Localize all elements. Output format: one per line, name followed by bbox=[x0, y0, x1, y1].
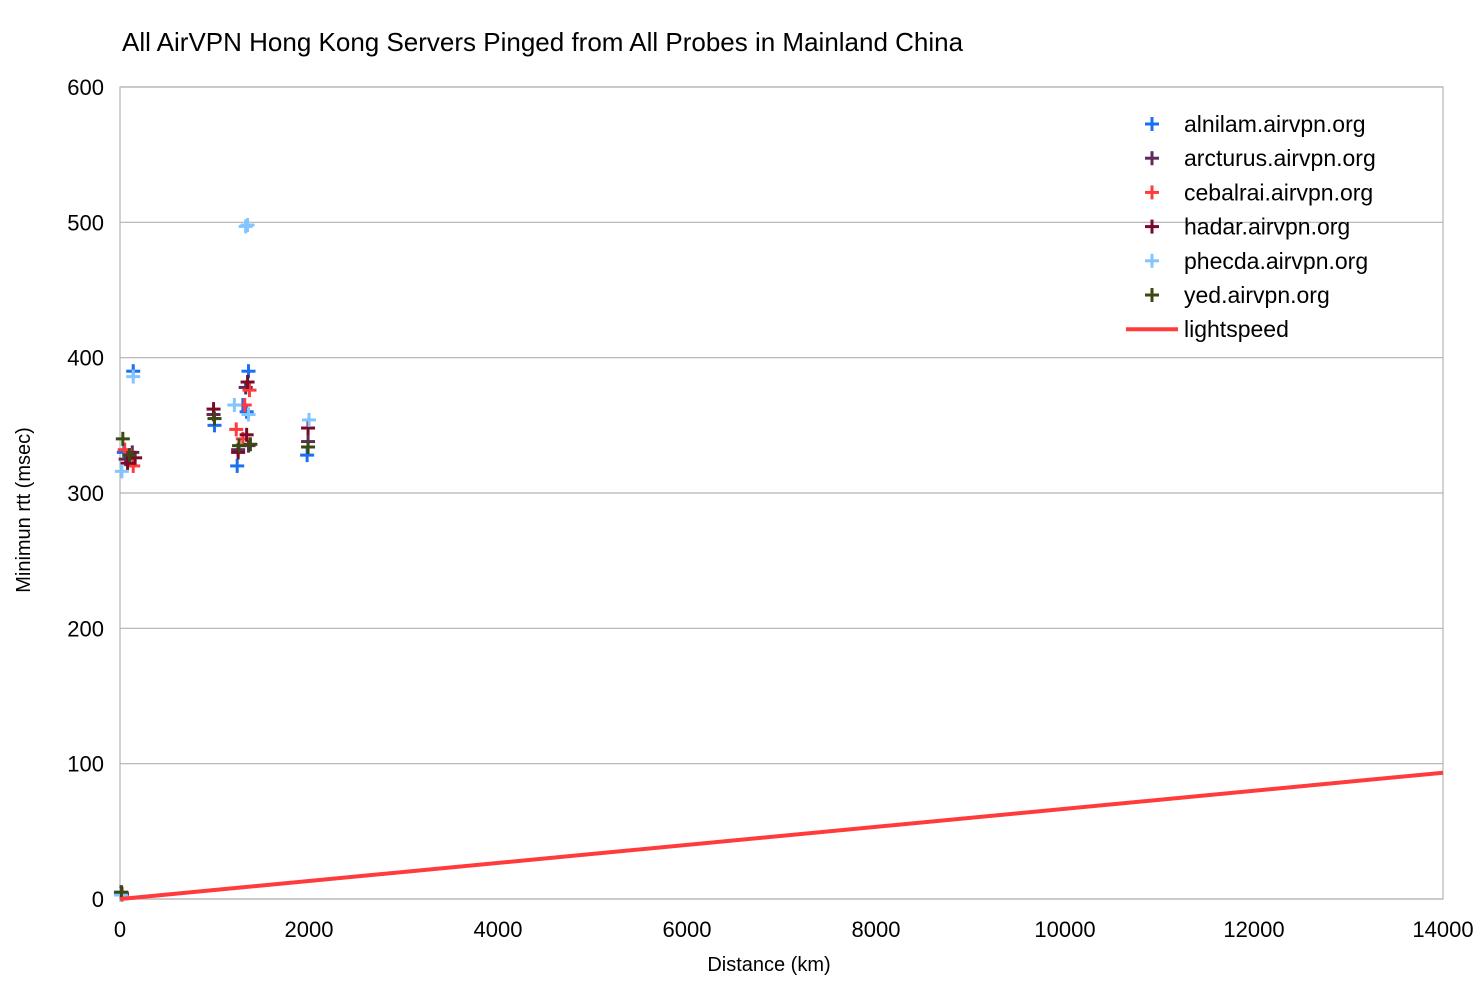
y-tick-label: 0 bbox=[92, 887, 104, 912]
data-point bbox=[241, 407, 256, 422]
data-point bbox=[126, 369, 141, 384]
plot-area bbox=[119, 86, 1444, 900]
y-tick-label: 500 bbox=[67, 210, 104, 235]
data-point bbox=[115, 431, 130, 446]
y-axis-label: Minimun rtt (msec) bbox=[13, 427, 35, 593]
series-1 bbox=[113, 380, 316, 901]
data-point bbox=[207, 411, 222, 426]
data-point bbox=[242, 383, 257, 398]
data-point bbox=[114, 464, 129, 479]
data-point bbox=[301, 439, 316, 454]
x-tick-label: 6000 bbox=[663, 917, 712, 942]
legend-marker bbox=[1145, 185, 1159, 200]
x-tick-label: 2000 bbox=[285, 917, 334, 942]
legend-label: alnilam.airvpn.org bbox=[1184, 111, 1366, 137]
legend-marker bbox=[1145, 253, 1159, 268]
chart-title: All AirVPN Hong Kong Servers Pinged from… bbox=[122, 27, 964, 57]
data-point bbox=[122, 448, 137, 463]
lightspeed-line bbox=[119, 770, 1444, 901]
x-tick-label: 4000 bbox=[474, 917, 523, 942]
y-tick-label: 200 bbox=[67, 616, 104, 641]
series-3 bbox=[114, 375, 316, 901]
legend-marker bbox=[1145, 219, 1159, 234]
x-axis-label: Distance (km) bbox=[707, 954, 830, 976]
data-point bbox=[229, 422, 244, 437]
x-tick-label: 14000 bbox=[1412, 917, 1473, 942]
data-point bbox=[239, 404, 254, 419]
legend-marker bbox=[1145, 288, 1159, 302]
y-tick-label: 100 bbox=[67, 752, 104, 777]
legend-label: lightspeed bbox=[1184, 316, 1289, 342]
data-point bbox=[302, 412, 316, 427]
data-point bbox=[239, 427, 254, 442]
series-6 bbox=[119, 770, 1444, 901]
y-tick-label: 300 bbox=[67, 481, 104, 506]
x-tick-label: 10000 bbox=[1034, 917, 1095, 942]
y-tick-label: 600 bbox=[67, 75, 104, 100]
legend-label: cebalrai.airvpn.org bbox=[1184, 179, 1373, 205]
data-point bbox=[243, 437, 258, 452]
legend: alnilam.airvpn.org arcturus.airvpn.org ceb… bbox=[1126, 111, 1376, 342]
x-tick-label: 12000 bbox=[1223, 917, 1284, 942]
x-tick-label: 0 bbox=[114, 917, 126, 942]
legend-label: hadar.airvpn.org bbox=[1184, 214, 1350, 240]
series-5 bbox=[114, 411, 316, 900]
data-series bbox=[113, 218, 1444, 902]
data-point bbox=[120, 456, 135, 471]
data-point bbox=[240, 218, 255, 233]
data-point bbox=[240, 375, 255, 390]
legend-label: yed.airvpn.org bbox=[1184, 282, 1330, 308]
data-point bbox=[230, 458, 245, 473]
series-4 bbox=[113, 218, 316, 902]
legend-marker bbox=[1145, 117, 1159, 131]
grid-lines bbox=[120, 86, 1443, 900]
series-0 bbox=[113, 364, 315, 900]
x-tick-label: 8000 bbox=[852, 917, 901, 942]
legend-label: arcturus.airvpn.org bbox=[1184, 145, 1376, 171]
legend-marker bbox=[1145, 151, 1159, 166]
legend-label: phecda.airvpn.org bbox=[1184, 248, 1368, 274]
y-tick-label: 400 bbox=[67, 346, 104, 371]
data-point bbox=[227, 398, 242, 413]
